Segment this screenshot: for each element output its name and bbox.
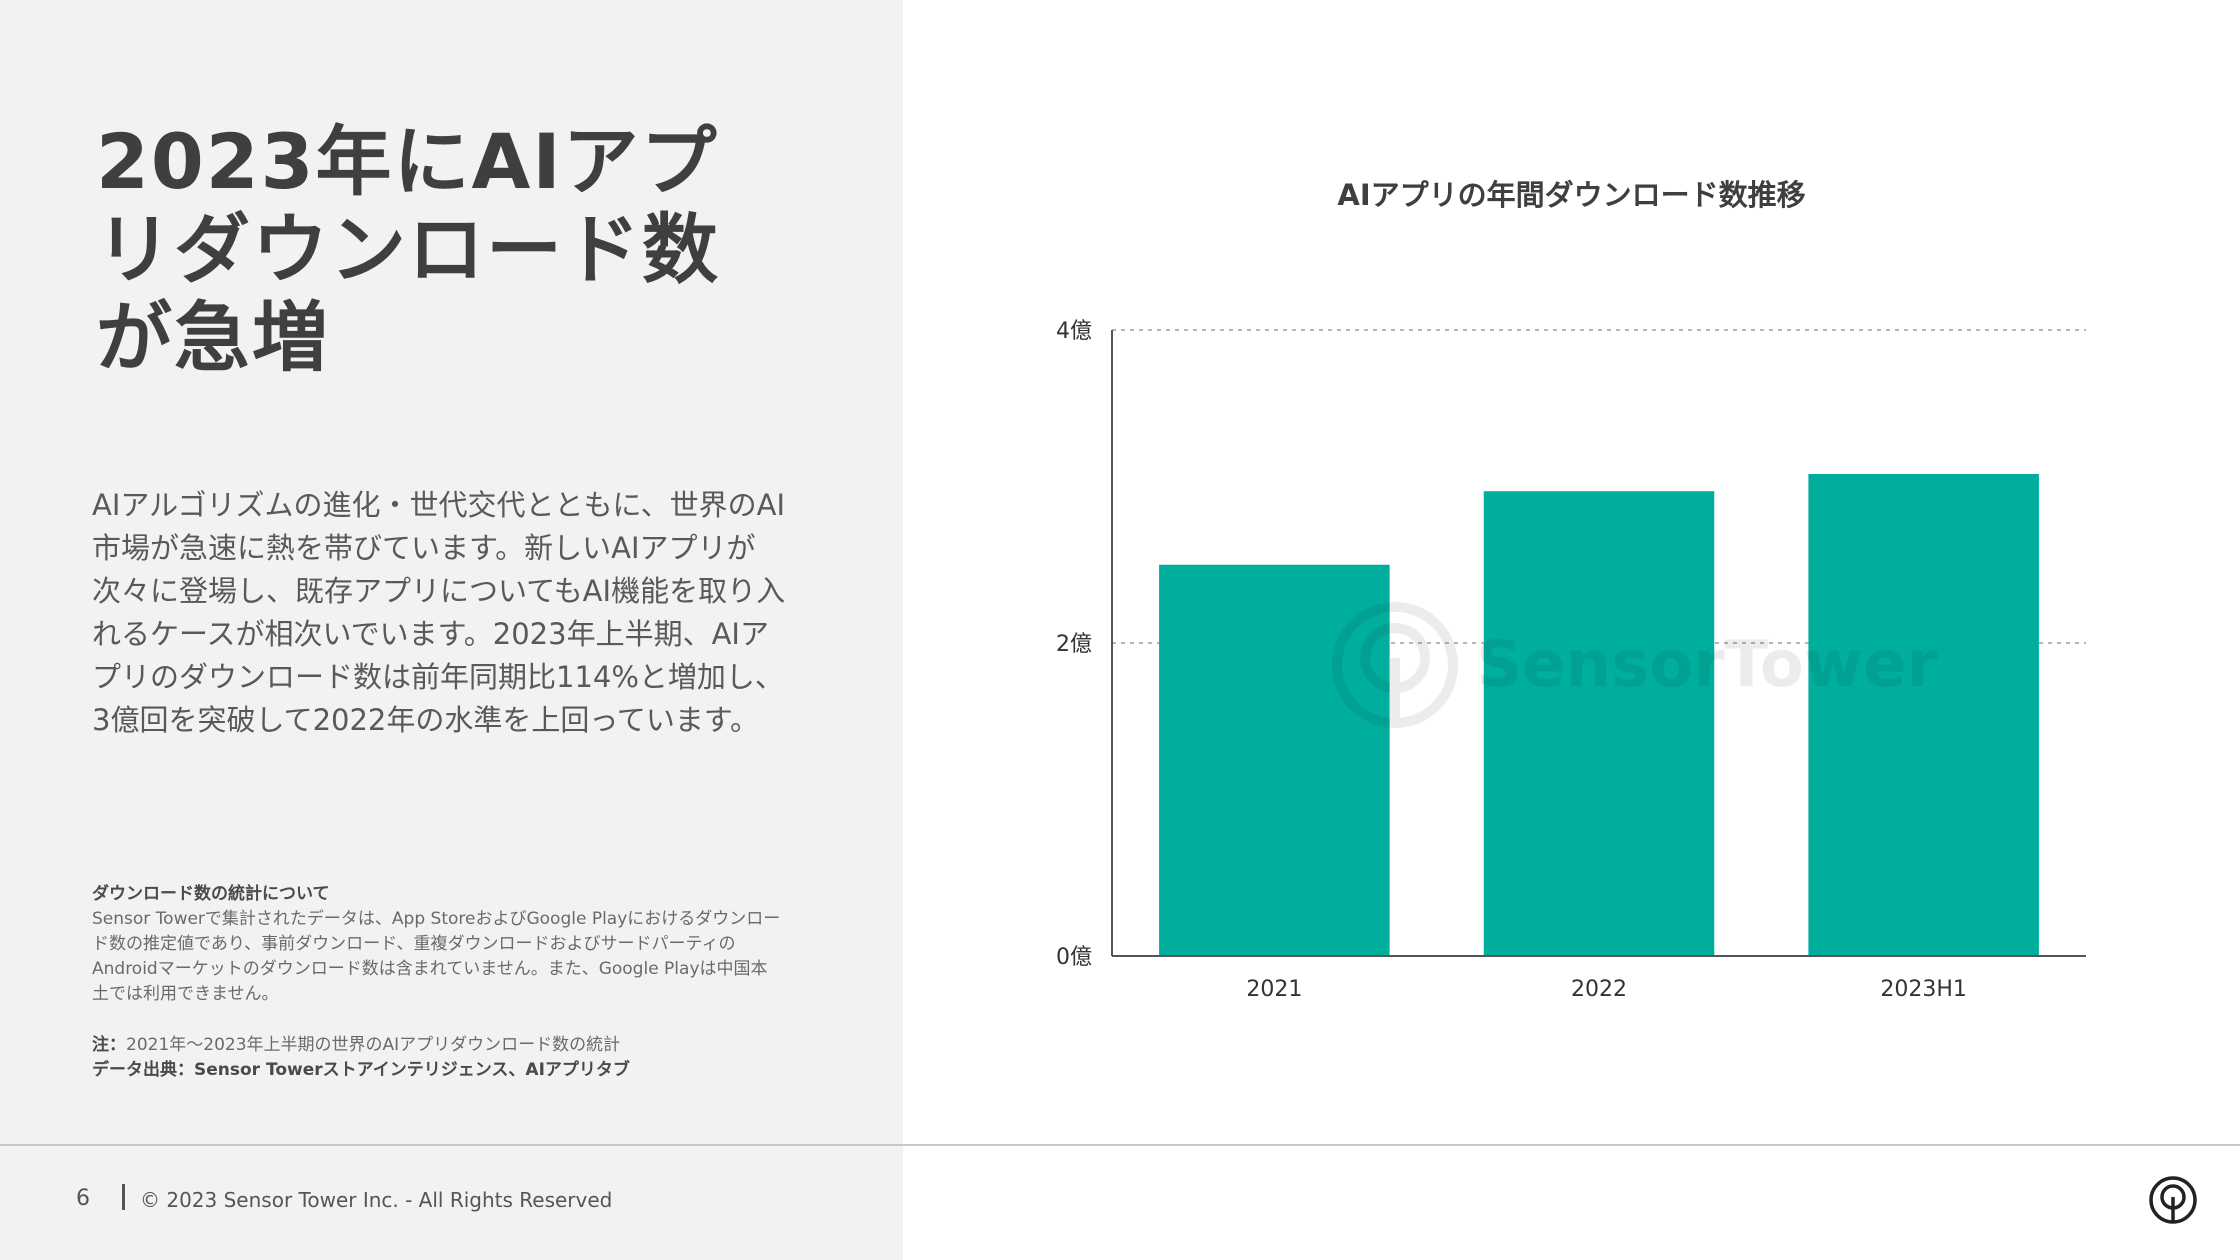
source-line: データ出典：Sensor Towerストアインテリジェンス、AIアプリタブ (92, 1058, 782, 1083)
x-tick-label: 2022 (1571, 977, 1627, 1002)
footer-separator (122, 1184, 125, 1210)
x-tick-label: 2023H1 (1880, 977, 1967, 1002)
note-text: 2021年〜2023年上半期の世界のAIアプリダウンロード数の統計 (126, 1035, 621, 1055)
x-tick-label: 2021 (1246, 977, 1302, 1002)
sensor-tower-watermark-icon (1332, 602, 1458, 728)
y-tick-label: 4億 (1056, 319, 1092, 344)
source-text: Sensor Towerストアインテリジェンス、AIアプリタブ (194, 1060, 630, 1080)
footer-divider (0, 1144, 2240, 1146)
y-tick-label: 0億 (1056, 945, 1092, 970)
y-tick-label: 2億 (1056, 632, 1092, 657)
source-label: データ出典： (92, 1060, 194, 1080)
note-label: 注： (92, 1035, 126, 1055)
body-paragraph: AIアルゴリズムの進化・世代交代とともに、世界のAI市場が急速に熱を帯びています… (92, 488, 786, 737)
bar (1159, 564, 1390, 956)
watermark-text: SensorTower (1476, 628, 1938, 702)
chart-title: AIアプリの年間ダウンロード数推移 (1337, 178, 1806, 212)
page-title: 2023年にAIアプリダウンロード数が急増 (96, 117, 720, 382)
page-number: 6 (76, 1186, 90, 1211)
left-panel (0, 0, 903, 1260)
notes-heading: ダウンロード数の統計について (92, 884, 330, 904)
bar (1808, 473, 2039, 956)
watermark: SensorTower (1330, 600, 1938, 730)
copyright-text: © 2023 Sensor Tower Inc. - All Rights Re… (140, 1188, 613, 1212)
sensor-tower-logo-icon (2149, 1176, 2197, 1224)
notes-description: Sensor Towerで集計されたデータは、App StoreおよびGoogl… (92, 909, 781, 1004)
note-line: 注：2021年〜2023年上半期の世界のAIアプリダウンロード数の統計 (92, 1033, 782, 1058)
notes-section: ダウンロード数の統計について Sensor Towerで集計されたデータは、Ap… (92, 882, 782, 1083)
bar (1483, 491, 1715, 956)
